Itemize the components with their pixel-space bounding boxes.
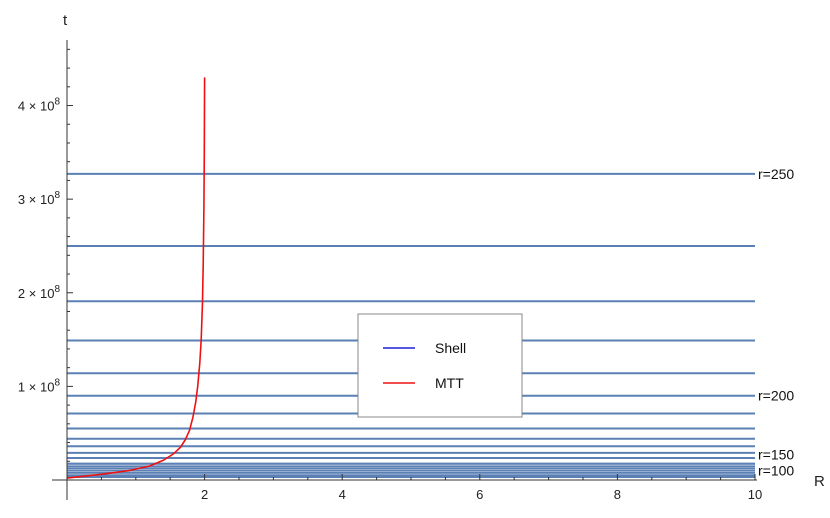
legend-box xyxy=(357,313,523,418)
shell-r-label: r=150 xyxy=(758,446,794,462)
x-axis-label: R xyxy=(814,473,825,490)
y-tick-label: 4 × 108 xyxy=(18,97,61,114)
legend-text-shell: Shell xyxy=(435,340,466,356)
x-tick-label: 6 xyxy=(476,487,483,502)
y-tick-label: 1 × 108 xyxy=(18,377,61,394)
x-tick-label: 10 xyxy=(748,487,762,502)
x-ticks: 2 4 6 8 10 xyxy=(66,474,762,502)
legend-text-mtt: MTT xyxy=(435,375,464,391)
legend: Shell MTT xyxy=(357,313,523,418)
y-tick-label: 3 × 108 xyxy=(18,190,61,207)
shell-r-label: r=100 xyxy=(758,463,794,479)
y-tick-label: 2 × 108 xyxy=(18,284,61,301)
y-axis-label: t xyxy=(63,12,68,29)
mtt-layer xyxy=(66,77,206,479)
mtt-curve xyxy=(66,77,206,479)
y-ticks: 1 × 108 2 × 108 3 × 108 4 × 108 xyxy=(18,48,73,462)
shell-r-label: r=200 xyxy=(758,388,794,404)
x-tick-label: 2 xyxy=(201,487,208,502)
x-tick-label: 4 xyxy=(339,487,346,502)
axes: 2 4 6 8 10 1 × 108 2 × 108 3 × 108 4 × 108 R t xyxy=(18,12,825,502)
shell-r-label: r=250 xyxy=(758,166,794,182)
x-tick-label: 8 xyxy=(614,487,621,502)
